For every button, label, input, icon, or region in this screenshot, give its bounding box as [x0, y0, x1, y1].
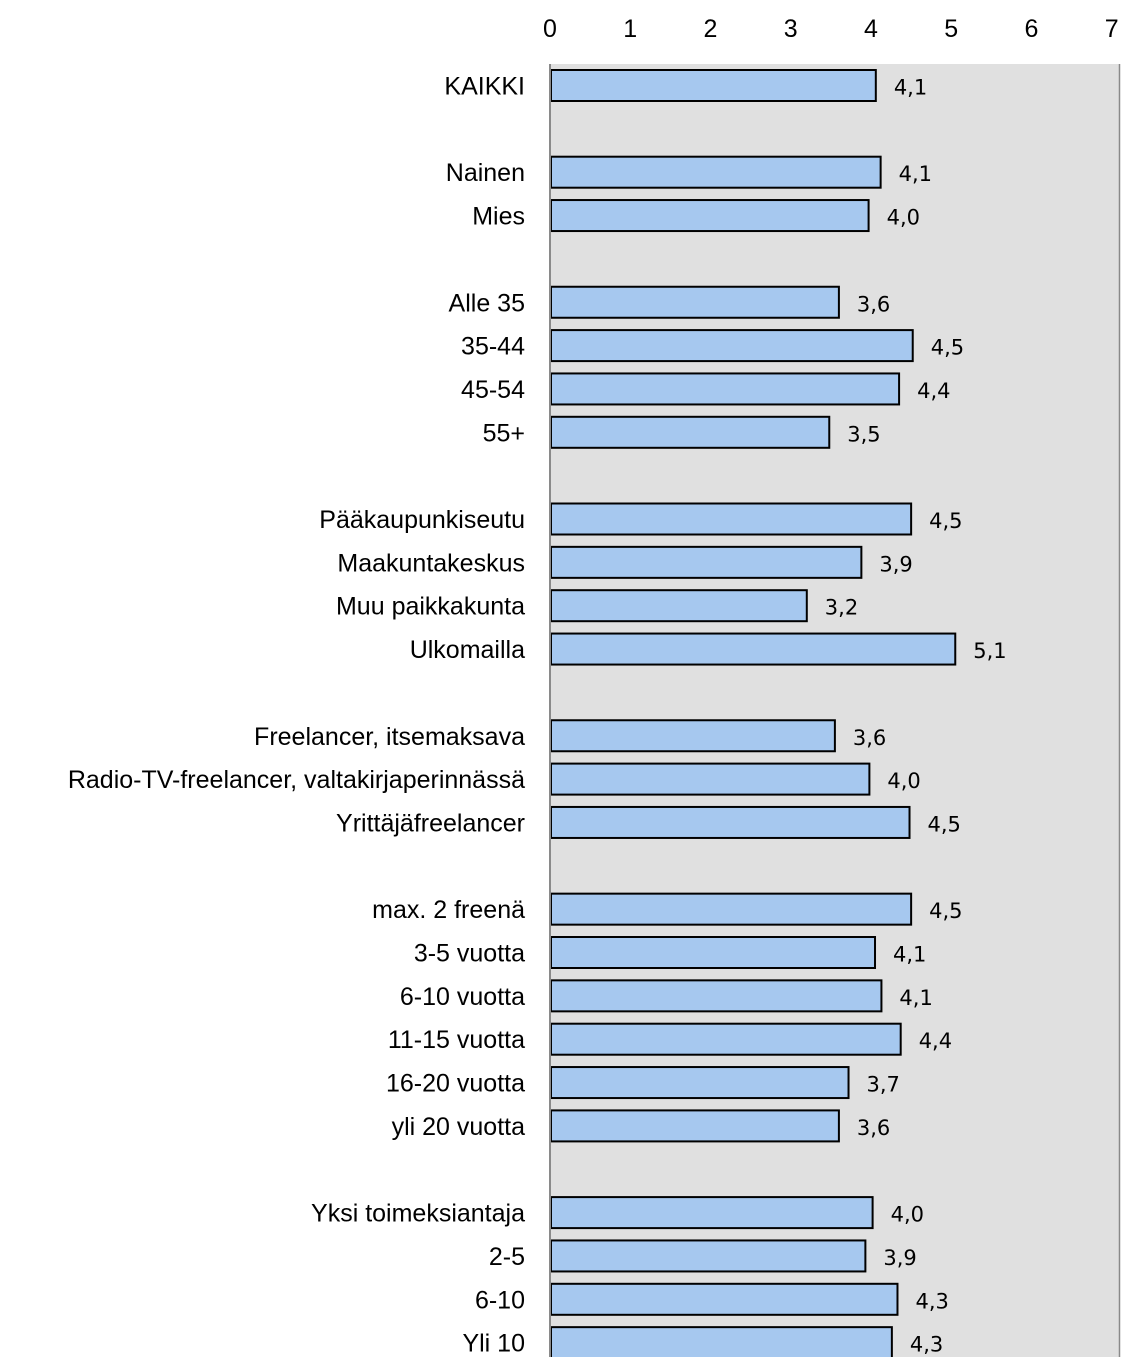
category-label: Muu paikkakunta [336, 593, 525, 621]
bar [550, 199, 870, 233]
bar-value-label: 3,6 [857, 1116, 890, 1140]
bar [550, 762, 871, 796]
value-axis-ticks: 0 1 2 3 4 5 6 7 [543, 15, 1119, 43]
category-label: Yli 10 [462, 1330, 525, 1357]
x-tick-label: 3 [784, 15, 798, 43]
bar-value-label: 4,1 [899, 986, 932, 1010]
category-label: 3-5 vuotta [414, 940, 525, 968]
bar [550, 285, 840, 319]
x-tick-label: 2 [704, 15, 718, 43]
category-label: 2-5 [489, 1243, 525, 1271]
category-labels: KAIKKI Nainen Mies Alle 35 35-44 45-54 55+ Pääk… [68, 73, 525, 1357]
bar-value-label: 3,9 [879, 552, 912, 576]
bar-value-label: 4,3 [910, 1333, 943, 1357]
category-label: Alle 35 [449, 289, 525, 317]
x-tick-label: 0 [543, 15, 557, 43]
bar [550, 1022, 902, 1056]
bar-value-label: 4,3 [915, 1289, 948, 1313]
category-label: 16-20 vuotta [386, 1070, 525, 1098]
bar-value-label: 4,4 [917, 379, 950, 403]
bar [550, 936, 877, 969]
bar [550, 589, 808, 623]
category-label: 35-44 [461, 333, 525, 361]
bar-value-label: 3,7 [867, 1073, 900, 1097]
bar-value-label: 5,1 [973, 639, 1006, 663]
category-label: Nainen [446, 159, 525, 187]
bar-value-label: 4,0 [891, 1203, 924, 1227]
bar-value-label: 3,6 [857, 292, 890, 316]
bar [550, 329, 914, 363]
bar-value-label: 4,5 [928, 812, 961, 836]
bar [550, 719, 836, 753]
data-labels: 4,14,14,03,64,54,43,54,53,93,25,13,64,04… [825, 76, 1007, 1357]
bar [550, 69, 877, 102]
bar [550, 1196, 874, 1230]
bar-value-label: 4,1 [899, 162, 932, 186]
bar-value-label: 4,1 [894, 76, 927, 100]
bar [550, 1239, 867, 1273]
bar [550, 545, 863, 579]
bar [550, 1066, 850, 1100]
bar [550, 372, 901, 406]
bar-value-label: 3,2 [825, 596, 858, 620]
category-label: 6-10 [475, 1286, 525, 1314]
category-label: Pääkaupunkiseutu [319, 506, 525, 534]
bar [550, 1282, 899, 1316]
x-tick-label: 5 [944, 15, 958, 43]
category-label: 6-10 vuotta [400, 983, 525, 1011]
bar [550, 1109, 840, 1143]
x-tick-label: 6 [1025, 15, 1039, 43]
bar [550, 979, 883, 1013]
bars-layer [550, 69, 957, 1357]
category-label: Radio-TV-freelancer, valtakirjaperinnäss… [68, 766, 525, 794]
bar [550, 892, 913, 926]
bar-value-label: 4,5 [931, 336, 964, 360]
bar [550, 502, 913, 536]
bar-value-label: 4,0 [887, 769, 920, 793]
bar [550, 1326, 893, 1357]
category-label: yli 20 vuotta [392, 1113, 526, 1141]
category-label: Mies [472, 203, 525, 231]
bar-value-label: 4,5 [929, 899, 962, 923]
bar [550, 155, 882, 189]
bar-value-label: 4,1 [893, 943, 926, 967]
plot-area-background [550, 64, 1120, 1357]
category-label: Yksi toimeksiantaja [311, 1200, 525, 1228]
category-label: KAIKKI [444, 73, 525, 101]
category-label: Yrittäjäfreelancer [336, 809, 525, 837]
x-tick-label: 4 [864, 15, 878, 43]
category-label: max. 2 freenä [372, 896, 525, 924]
category-label: Freelancer, itsemaksava [254, 723, 525, 751]
bar-value-label: 4,4 [919, 1029, 952, 1053]
bar [550, 805, 911, 839]
bar-value-label: 3,5 [847, 422, 880, 446]
x-tick-label: 7 [1105, 15, 1119, 43]
category-label: 11-15 vuotta [388, 1026, 525, 1054]
bar [550, 415, 831, 449]
category-label: 55+ [483, 419, 525, 447]
x-tick-label: 1 [623, 15, 637, 43]
bar-value-label: 3,9 [883, 1246, 916, 1270]
category-label: Maakuntakeskus [337, 549, 525, 577]
bar-value-label: 3,6 [853, 726, 886, 750]
bar-value-label: 4,0 [887, 206, 920, 230]
bar [550, 632, 957, 666]
category-label: 45-54 [461, 376, 525, 404]
category-label: Ulkomailla [410, 636, 525, 664]
bar-value-label: 4,5 [929, 509, 962, 533]
